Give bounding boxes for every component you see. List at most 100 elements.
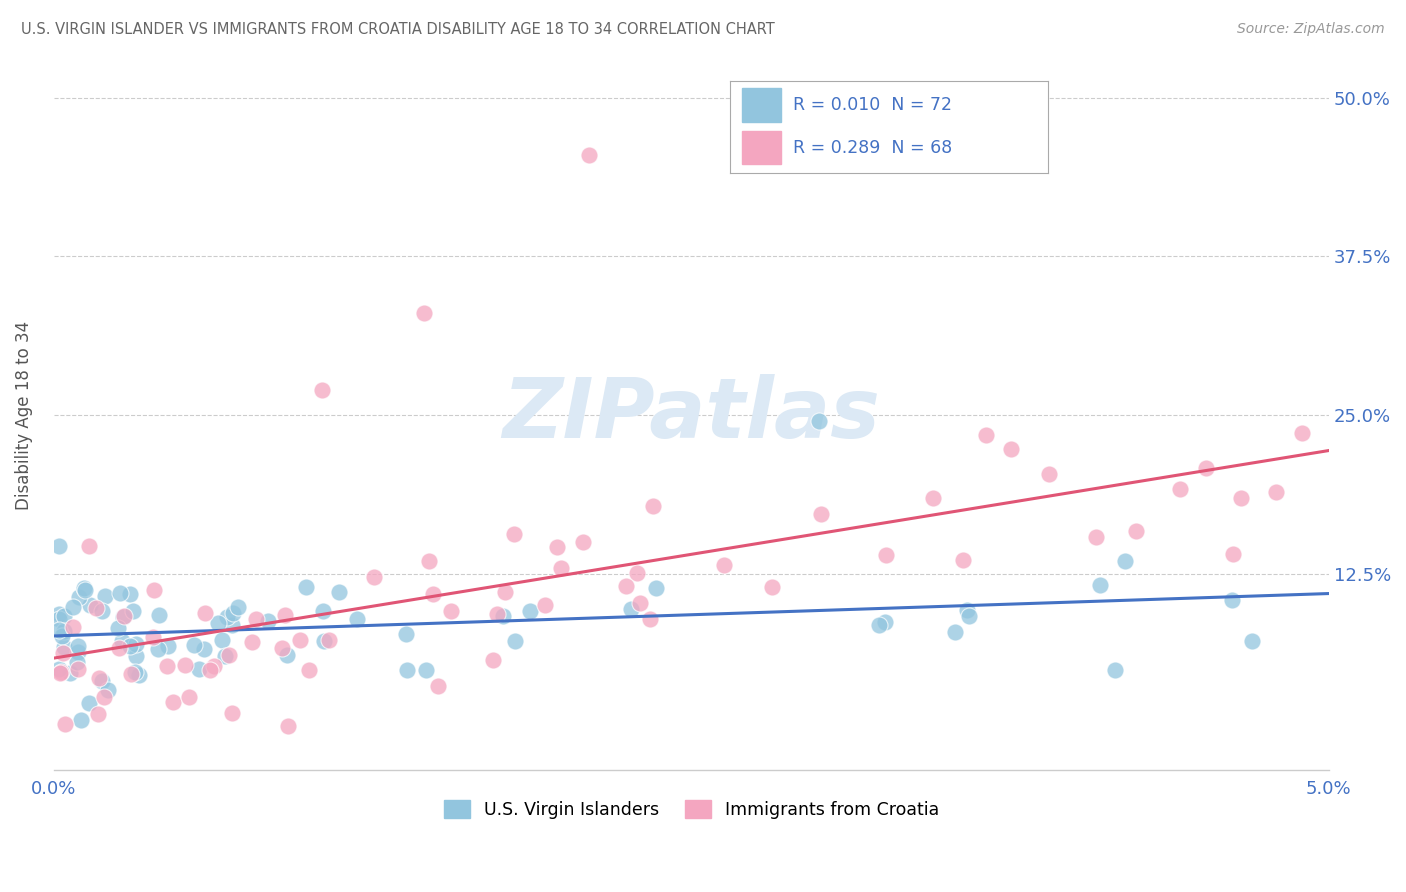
Point — [519, 604, 541, 618]
Point — [240, 635, 263, 649]
Point — [276, 648, 298, 662]
Point — [761, 580, 783, 594]
Point — [62, 600, 84, 615]
Point — [277, 719, 299, 733]
Point — [91, 604, 114, 618]
Y-axis label: Disability Age 18 to 34: Disability Age 18 to 34 — [15, 320, 32, 509]
Point — [51, 629, 73, 643]
Point — [94, 589, 117, 603]
Point — [67, 662, 90, 676]
Point — [156, 639, 179, 653]
Point — [274, 607, 297, 622]
Point — [187, 662, 209, 676]
Point — [533, 599, 555, 613]
Point — [75, 582, 97, 597]
Point — [1000, 442, 1022, 457]
Point — [48, 539, 70, 553]
Point — [48, 662, 70, 676]
Point — [194, 606, 217, 620]
Point — [1230, 491, 1253, 505]
Point — [52, 640, 75, 654]
Point — [550, 561, 572, 575]
Point — [108, 641, 131, 656]
Point — [318, 632, 340, 647]
Point — [943, 625, 966, 640]
Point — [67, 590, 90, 604]
Point — [311, 383, 333, 397]
Point — [957, 608, 980, 623]
Point — [128, 668, 150, 682]
Point — [198, 663, 221, 677]
Point — [72, 581, 94, 595]
Point — [125, 649, 148, 664]
Point — [628, 596, 651, 610]
Point — [156, 659, 179, 673]
Point — [415, 663, 437, 677]
Point — [55, 716, 77, 731]
Point — [482, 653, 505, 667]
Point — [1038, 467, 1060, 481]
Point — [53, 609, 76, 624]
Point — [125, 637, 148, 651]
Point — [1195, 461, 1218, 475]
Point — [1088, 578, 1111, 592]
Point — [59, 666, 82, 681]
Point — [395, 627, 418, 641]
Point — [1265, 484, 1288, 499]
Point — [202, 658, 225, 673]
Point — [77, 539, 100, 553]
Point — [868, 617, 890, 632]
Point — [644, 581, 666, 595]
Point — [215, 609, 238, 624]
Point — [1220, 593, 1243, 607]
Point — [875, 548, 897, 562]
Point — [143, 582, 166, 597]
Point — [162, 695, 184, 709]
Point — [112, 609, 135, 624]
Point — [312, 603, 335, 617]
Point — [271, 640, 294, 655]
Point — [312, 634, 335, 648]
Point — [93, 690, 115, 704]
Point — [77, 697, 100, 711]
Point — [626, 566, 648, 581]
Point — [148, 607, 170, 622]
Point — [640, 612, 662, 626]
Point — [297, 663, 319, 677]
Point — [363, 570, 385, 584]
Point — [97, 683, 120, 698]
Point — [124, 665, 146, 679]
Point — [1222, 547, 1244, 561]
Point — [412, 306, 434, 320]
Point — [503, 634, 526, 648]
Text: U.S. VIRGIN ISLANDER VS IMMIGRANTS FROM CROATIA DISABILITY AGE 18 TO 34 CORRELAT: U.S. VIRGIN ISLANDER VS IMMIGRANTS FROM … — [21, 22, 775, 37]
Point — [62, 620, 84, 634]
Point — [426, 679, 449, 693]
Point — [87, 706, 110, 721]
Point — [713, 558, 735, 573]
Point — [108, 586, 131, 600]
Point — [118, 587, 141, 601]
Point — [173, 657, 195, 672]
Point — [418, 553, 440, 567]
Point — [87, 671, 110, 685]
Point — [49, 666, 72, 681]
Point — [245, 611, 267, 625]
Legend: U.S. Virgin Islanders, Immigrants from Croatia: U.S. Virgin Islanders, Immigrants from C… — [437, 793, 946, 826]
Point — [122, 604, 145, 618]
Point — [395, 663, 418, 677]
Point — [440, 604, 463, 618]
Point — [221, 618, 243, 632]
Point — [1084, 530, 1107, 544]
Point — [1125, 524, 1147, 538]
Point — [955, 603, 977, 617]
Point — [807, 414, 830, 428]
Text: Source: ZipAtlas.com: Source: ZipAtlas.com — [1237, 22, 1385, 37]
Point — [91, 674, 114, 689]
Point — [578, 148, 600, 162]
Point — [118, 640, 141, 654]
Point — [112, 610, 135, 624]
Point — [48, 607, 70, 621]
Point — [214, 649, 236, 664]
Text: ZIPatlas: ZIPatlas — [502, 375, 880, 456]
